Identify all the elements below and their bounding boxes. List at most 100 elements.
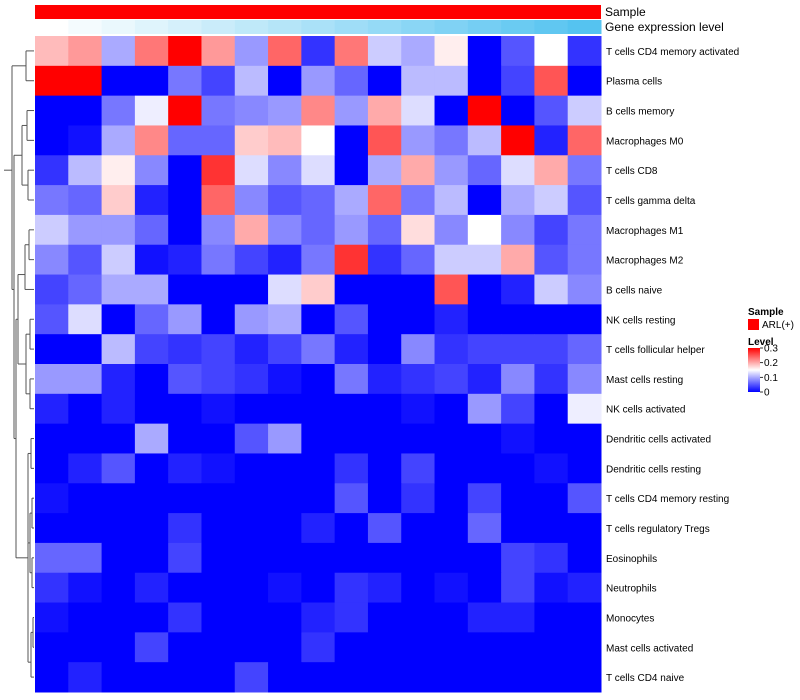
heatmap-cell — [501, 393, 535, 425]
heatmap-cell — [234, 393, 269, 425]
heatmap-cell — [68, 65, 103, 97]
heatmap-cell — [268, 632, 302, 663]
heatmap-cell — [534, 95, 569, 126]
heatmap-cell — [467, 304, 502, 335]
heatmap-cell — [201, 95, 236, 126]
heatmap-cell — [268, 125, 302, 156]
heatmap-cell — [268, 423, 302, 454]
heatmap-cell — [268, 65, 302, 97]
heatmap-cell — [367, 662, 402, 693]
gene-expression-annotation-cell — [567, 20, 602, 34]
heatmap-cell — [101, 274, 136, 305]
heatmap-cell — [567, 423, 602, 454]
heatmap-cell — [134, 364, 169, 395]
heatmap-cell — [301, 483, 336, 514]
gene-expression-annotation-cell — [168, 20, 202, 34]
heatmap-cell — [567, 95, 602, 126]
heatmap-cell — [35, 483, 69, 514]
heatmap-cell — [234, 95, 269, 126]
heatmap-cell — [467, 125, 502, 156]
heatmap-cell — [467, 662, 502, 693]
gene-expression-annotation-cell — [401, 20, 436, 34]
heatmap-cell — [434, 364, 469, 395]
heatmap-cell — [134, 214, 169, 246]
heatmap-cell — [201, 393, 236, 425]
row-label: Dendritic cells resting — [606, 464, 701, 475]
heatmap-cell — [401, 214, 436, 246]
heatmap-cell — [567, 602, 602, 633]
heatmap-cell — [467, 274, 502, 305]
heatmap-cell — [268, 95, 302, 126]
heatmap-cell — [201, 513, 236, 544]
heatmap-cell — [168, 304, 202, 335]
heatmap-cell — [134, 274, 169, 305]
legend-tick-label: 0.1 — [764, 373, 778, 384]
heatmap-cell — [401, 364, 436, 395]
heatmap-cell — [434, 632, 469, 663]
heatmap-cell — [501, 423, 535, 454]
heatmap-cell — [334, 244, 369, 276]
row-label: B cells memory — [606, 107, 674, 118]
heatmap-cell — [534, 364, 569, 395]
heatmap-cell — [35, 125, 69, 156]
heatmap-cell — [35, 632, 69, 663]
heatmap-cell — [567, 513, 602, 544]
heatmap-cell — [101, 244, 136, 276]
heatmap-cell — [334, 542, 369, 574]
heatmap-cell — [134, 125, 169, 156]
heatmap-cell — [434, 304, 469, 335]
heatmap-cell — [68, 214, 103, 246]
heatmap-cell — [301, 95, 336, 126]
heatmap-cell — [168, 274, 202, 305]
heatmap-cell — [567, 304, 602, 335]
heatmap-cell — [301, 125, 336, 156]
heatmap-cell — [101, 393, 136, 425]
heatmap-cell — [101, 602, 136, 633]
gene-expression-annotation-cell — [467, 20, 502, 34]
legend-tick-label: 0.2 — [764, 358, 778, 369]
heatmap-cell — [268, 453, 302, 484]
heatmap-cell — [35, 393, 69, 425]
heatmap-cell — [534, 572, 569, 604]
heatmap-cell — [334, 662, 369, 693]
heatmap-cell — [134, 572, 169, 604]
heatmap-cell — [301, 423, 336, 454]
heatmap-cell — [567, 65, 602, 97]
heatmap-cell — [68, 334, 103, 365]
row-label: Macrophages M0 — [606, 136, 684, 147]
heatmap-cell — [401, 572, 436, 604]
heatmap-cell — [201, 632, 236, 663]
heatmap-cell — [367, 65, 402, 97]
heatmap-cell — [201, 155, 236, 186]
heatmap-cell — [401, 244, 436, 276]
heatmap-cell — [234, 185, 269, 216]
heatmap-cell — [68, 155, 103, 186]
heatmap-cell — [168, 155, 202, 186]
heatmap-cell — [567, 155, 602, 186]
heatmap-cell — [567, 393, 602, 425]
heatmap-cell — [534, 274, 569, 305]
heatmap-cell — [234, 423, 269, 454]
heatmap-cell — [134, 155, 169, 186]
heatmap-cell — [68, 483, 103, 514]
heatmap-cell — [234, 632, 269, 663]
heatmap-cell — [35, 95, 69, 126]
heatmap-cell — [234, 125, 269, 156]
heatmap-cell — [68, 244, 103, 276]
gene-expression-annotation-cell — [268, 20, 302, 34]
heatmap-cell — [501, 36, 535, 67]
heatmap-cell — [234, 364, 269, 395]
heatmap-cell — [301, 393, 336, 425]
heatmap-cell — [168, 393, 202, 425]
heatmap-cell — [68, 304, 103, 335]
heatmap-cell — [134, 602, 169, 633]
heatmap-cell — [401, 36, 436, 67]
heatmap-cell — [35, 572, 69, 604]
heatmap-cell — [567, 453, 602, 484]
heatmap-cell — [201, 572, 236, 604]
heatmap-cell — [434, 36, 469, 67]
gene-expression-annotation-cell — [367, 20, 402, 34]
heatmap-cell — [268, 662, 302, 693]
heatmap-cell — [434, 125, 469, 156]
heatmap-cell — [534, 214, 569, 246]
